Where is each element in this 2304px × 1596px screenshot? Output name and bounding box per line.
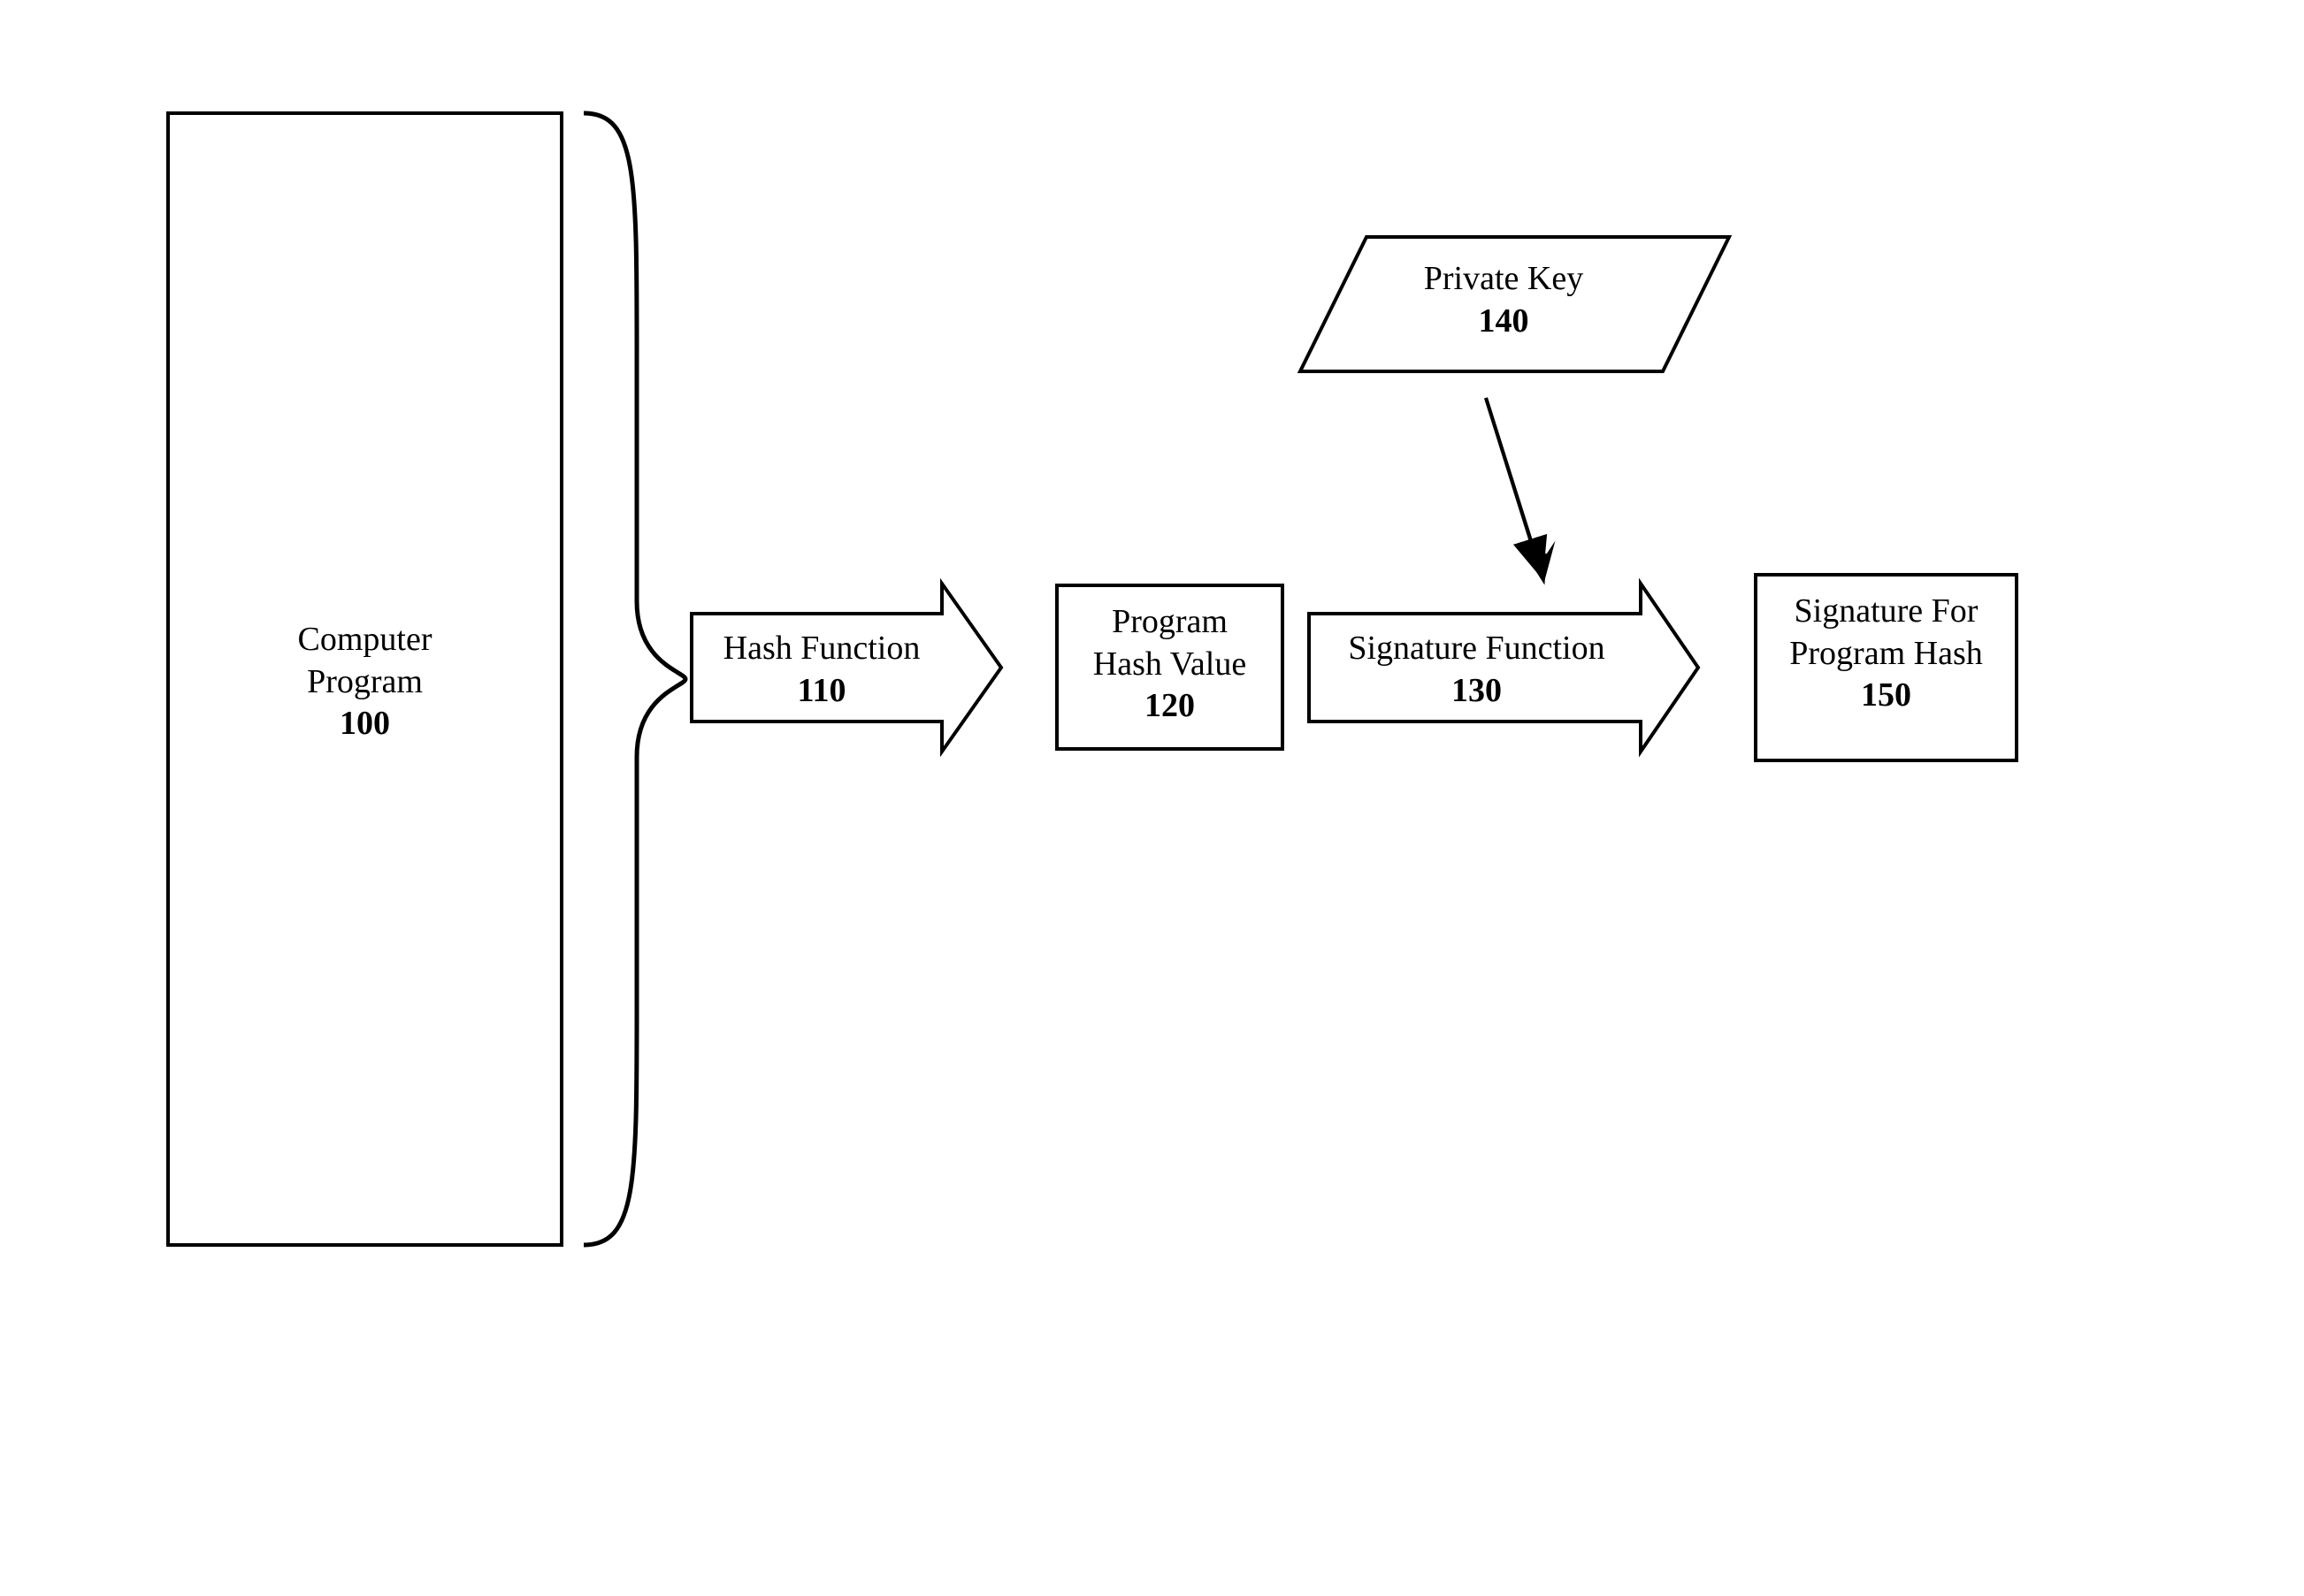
flowchart-diagram: Computer Program 100 Hash Function 110 P…: [0, 0, 2304, 1596]
